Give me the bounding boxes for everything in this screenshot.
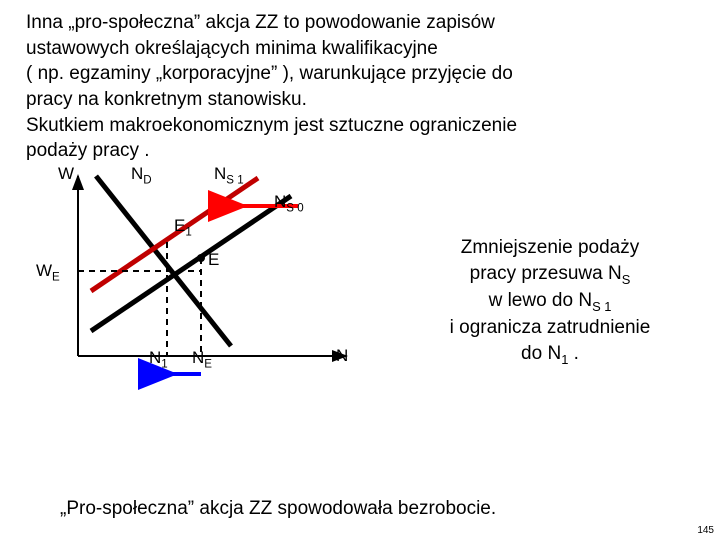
e1-label: E1: [174, 216, 192, 238]
side-l1: Zmniejszenie podaży: [461, 237, 639, 258]
bottom-conclusion: „Pro-społeczna” akcja ZZ spowodowała bez…: [60, 498, 496, 520]
we-label: WE: [36, 261, 60, 283]
side-l4: i ogranicza zatrudnienie: [450, 317, 651, 338]
e-label: E: [208, 250, 219, 270]
para-line-6: podaży pracy .: [26, 140, 150, 161]
para-line-3: ( np. egzaminy „korporacyjne” ), warunku…: [26, 63, 513, 84]
para-line-2: ustawowych określających minima kwalifik…: [26, 38, 438, 59]
side-l2: pracy przesuwa NS: [470, 263, 631, 284]
side-explanation: Zmniejszenie podaży pracy przesuwa NS w …: [400, 235, 700, 368]
para-line-4: pracy na konkretnym stanowisku.: [26, 89, 307, 110]
nd-label: ND: [131, 164, 152, 186]
labor-supply-diagram: W N WE ND NS 1 NS 0 E E1 N1 NE: [36, 166, 376, 391]
ns1-label: NS 1: [214, 164, 244, 186]
n1-label: N1: [149, 348, 168, 370]
w-axis-label: W: [58, 164, 74, 184]
side-l5: do N1 .: [521, 343, 579, 364]
para-line-5: Skutkiem makroekonomicznym jest sztuczne…: [26, 115, 517, 136]
ns0-label: NS 0: [274, 192, 304, 214]
side-l3: w lewo do NS 1: [489, 290, 612, 311]
e-point: [197, 254, 205, 262]
n-axis-label: N: [336, 346, 348, 366]
page-number: 145: [697, 525, 714, 536]
ne-label: NE: [192, 348, 212, 370]
para-line-1: Inna „pro-społeczna” akcja ZZ to powodow…: [26, 12, 495, 33]
